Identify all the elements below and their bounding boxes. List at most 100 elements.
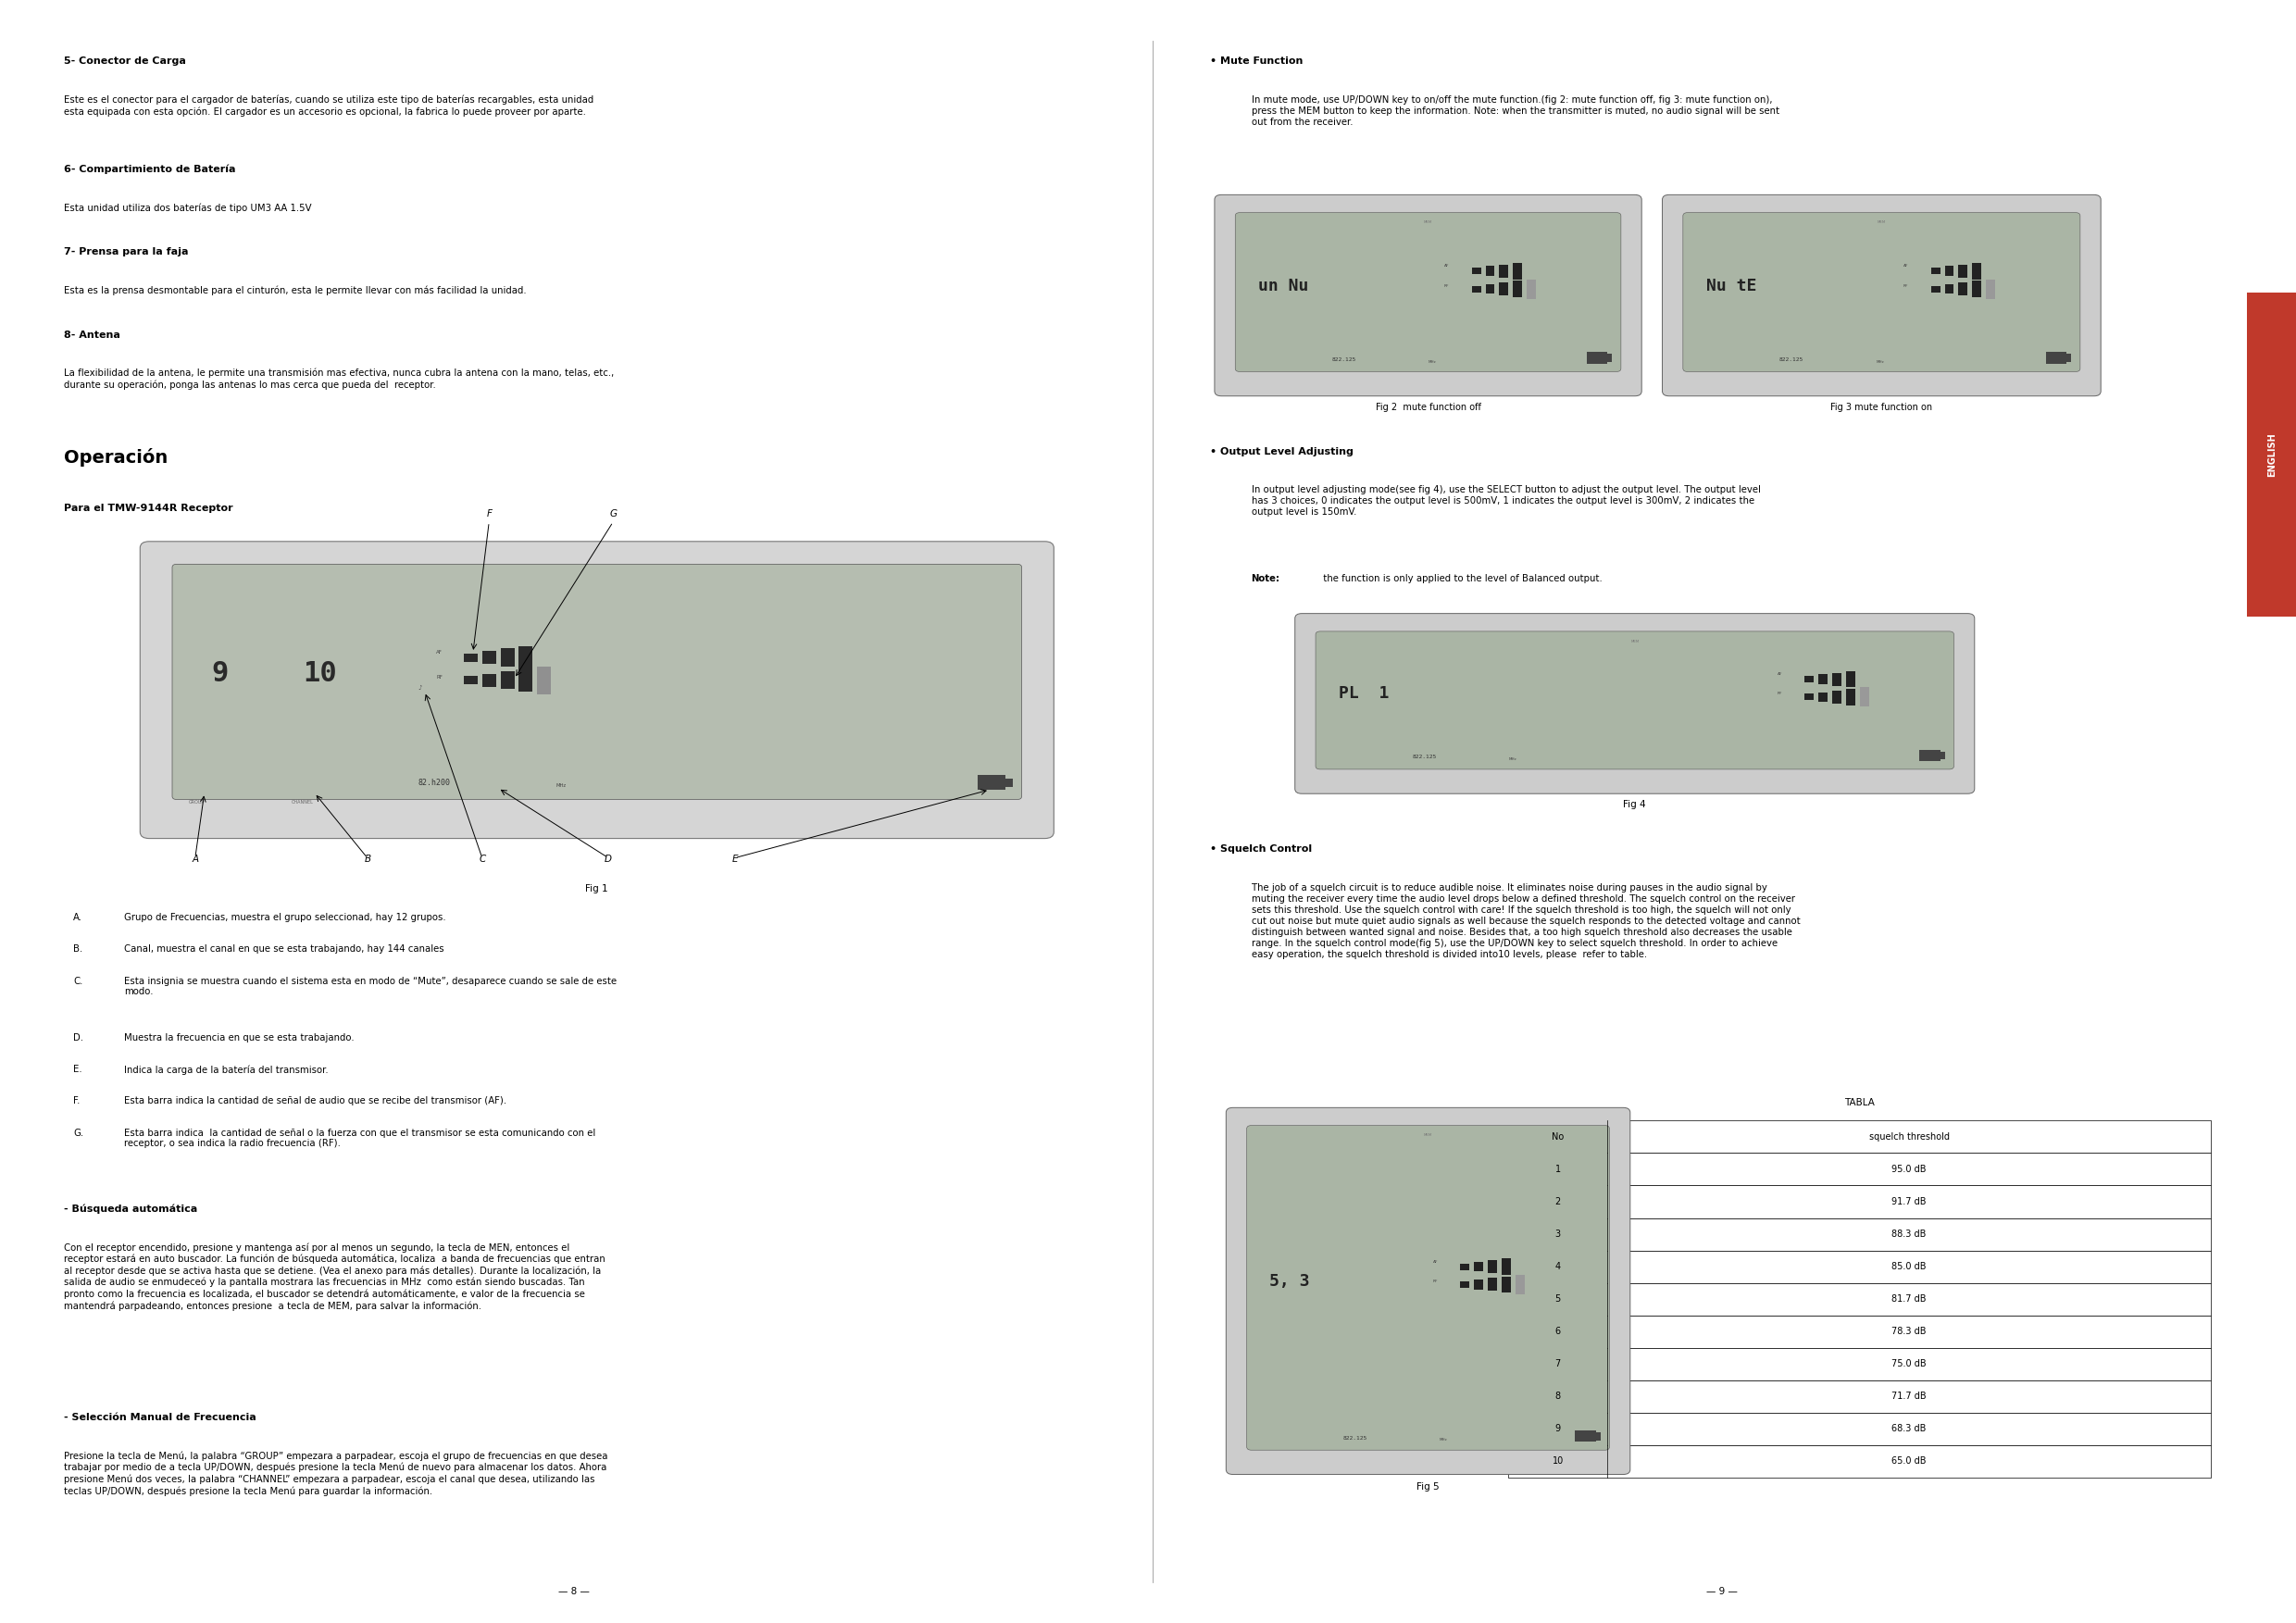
Text: • Output Level Adjusting: • Output Level Adjusting <box>1210 446 1352 456</box>
Text: Canal, muestra el canal en que se esta trabajando, hay 144 canales: Canal, muestra el canal en que se esta t… <box>124 945 443 954</box>
Bar <box>1940 751 1945 760</box>
Text: F: F <box>487 510 491 519</box>
Text: PL  1: PL 1 <box>1339 685 1389 703</box>
Text: 78.3 dB: 78.3 dB <box>1892 1328 1926 1336</box>
Text: TABLA: TABLA <box>1844 1097 1876 1107</box>
Bar <box>1486 284 1495 294</box>
Text: 6: 6 <box>1554 1328 1561 1336</box>
FancyBboxPatch shape <box>140 542 1054 839</box>
Text: AF: AF <box>1777 672 1782 677</box>
Bar <box>1508 1120 2211 1152</box>
Text: — 9 —: — 9 — <box>1706 1587 1738 1597</box>
Text: 5, 3: 5, 3 <box>1270 1272 1311 1290</box>
Text: Con el receptor encendido, presione y mantenga así por al menos un segundo, la t: Con el receptor encendido, presione y ma… <box>64 1243 606 1311</box>
Text: 95.0 dB: 95.0 dB <box>1892 1165 1926 1173</box>
Bar <box>519 646 533 669</box>
Text: La flexibilidad de la antena, le permite una transmisión mas efectiva, nunca cub: La flexibilidad de la antena, le permite… <box>64 368 615 390</box>
Text: In mute mode, use UP/DOWN key to on/off the mute function.(fig 2: mute function : In mute mode, use UP/DOWN key to on/off … <box>1251 96 1779 127</box>
Text: • Squelch Control: • Squelch Control <box>1210 844 1311 854</box>
Text: G.: G. <box>73 1128 83 1138</box>
Text: Para el TMW-9144R Receptor: Para el TMW-9144R Receptor <box>64 503 234 513</box>
Bar <box>2248 292 2296 617</box>
Bar <box>1527 279 1536 299</box>
Text: the function is only applied to the level of Balanced output.: the function is only applied to the leve… <box>1320 573 1603 583</box>
Bar <box>1508 1152 2211 1185</box>
Text: 8: 8 <box>1554 1393 1561 1401</box>
Text: CHANNEL: CHANNEL <box>292 800 315 803</box>
Text: MHz: MHz <box>1876 360 1883 364</box>
Text: Fig 1: Fig 1 <box>585 885 608 893</box>
Bar <box>501 649 514 667</box>
Text: E.: E. <box>73 1065 83 1074</box>
Text: 822.125: 822.125 <box>1412 755 1437 760</box>
Text: Esta barra indica  la cantidad de señal o la fuerza con que el transmisor se est: Esta barra indica la cantidad de señal o… <box>124 1128 595 1147</box>
Bar <box>1006 779 1013 787</box>
Text: ♪: ♪ <box>418 685 422 691</box>
Text: 9: 9 <box>1554 1425 1561 1433</box>
Text: D: D <box>604 855 613 863</box>
Text: No: No <box>1552 1133 1564 1141</box>
Bar <box>1860 687 1869 706</box>
Bar <box>1460 1263 1469 1269</box>
Text: F.: F. <box>73 1097 80 1105</box>
Bar <box>464 677 478 685</box>
Text: RF: RF <box>1777 691 1782 696</box>
Text: 4: 4 <box>1554 1263 1561 1271</box>
Text: Grupo de Frecuencias, muestra el grupo seleccionad, hay 12 grupos.: Grupo de Frecuencias, muestra el grupo s… <box>124 914 445 922</box>
Text: RF: RF <box>436 675 443 680</box>
Bar <box>1508 1380 2211 1412</box>
Bar <box>1818 674 1828 683</box>
Text: 85.0 dB: 85.0 dB <box>1892 1263 1926 1271</box>
Text: RF: RF <box>1444 284 1449 287</box>
Bar <box>1460 1281 1469 1287</box>
FancyBboxPatch shape <box>1683 213 2080 372</box>
Bar <box>1805 675 1814 682</box>
Text: 822.125: 822.125 <box>1779 357 1805 362</box>
Bar <box>537 667 551 695</box>
Text: 7: 7 <box>1554 1360 1561 1368</box>
Bar <box>1832 691 1841 703</box>
Text: Esta unidad utiliza dos baterías de tipo UM3 AA 1.5V: Esta unidad utiliza dos baterías de tipo… <box>64 203 312 213</box>
Bar <box>1846 688 1855 704</box>
Bar <box>519 669 533 691</box>
Bar <box>1596 1431 1600 1440</box>
Text: 5- Conector de Carga: 5- Conector de Carga <box>64 57 186 67</box>
Bar <box>1508 1347 2211 1380</box>
Text: 3: 3 <box>1554 1230 1561 1238</box>
Text: • Mute Function: • Mute Function <box>1210 57 1302 67</box>
Bar <box>1958 265 1968 278</box>
Bar <box>1919 750 1940 761</box>
Text: ENGLISH: ENGLISH <box>2266 432 2278 477</box>
Bar <box>1486 266 1495 276</box>
Text: 65.0 dB: 65.0 dB <box>1892 1457 1926 1466</box>
Text: 75.0 dB: 75.0 dB <box>1892 1360 1926 1368</box>
Bar <box>1945 266 1954 276</box>
FancyBboxPatch shape <box>1215 195 1642 396</box>
Text: Nu tE: Nu tE <box>1706 278 1756 294</box>
Bar <box>1607 354 1612 362</box>
Bar <box>482 651 496 664</box>
Text: Esta es la prensa desmontable para el cinturón, esta le permite llevar con más f: Esta es la prensa desmontable para el ci… <box>64 286 526 295</box>
Text: un Nu: un Nu <box>1258 278 1309 294</box>
Bar <box>1474 1279 1483 1289</box>
Text: MEM: MEM <box>1630 639 1639 643</box>
Text: 10: 10 <box>1552 1457 1564 1466</box>
Text: GROUP: GROUP <box>188 800 204 803</box>
Bar <box>1986 279 1995 299</box>
Text: 10: 10 <box>303 661 338 687</box>
Bar <box>2066 354 2071 362</box>
Bar <box>1508 1185 2211 1217</box>
Bar <box>1488 1259 1497 1272</box>
Text: Fig 3 mute function on: Fig 3 mute function on <box>1830 403 1933 412</box>
Bar <box>1499 265 1508 278</box>
FancyBboxPatch shape <box>1226 1107 1630 1474</box>
Text: MEM: MEM <box>1878 221 1885 224</box>
FancyBboxPatch shape <box>1316 631 1954 769</box>
Text: A: A <box>193 855 197 863</box>
Text: 6- Compartimiento de Batería: 6- Compartimiento de Batería <box>64 166 236 174</box>
Text: Note:: Note: <box>1251 573 1281 583</box>
Text: G: G <box>608 510 618 519</box>
Text: 88.3 dB: 88.3 dB <box>1892 1230 1926 1238</box>
Bar <box>1931 268 1940 274</box>
Text: RF: RF <box>1903 284 1908 287</box>
